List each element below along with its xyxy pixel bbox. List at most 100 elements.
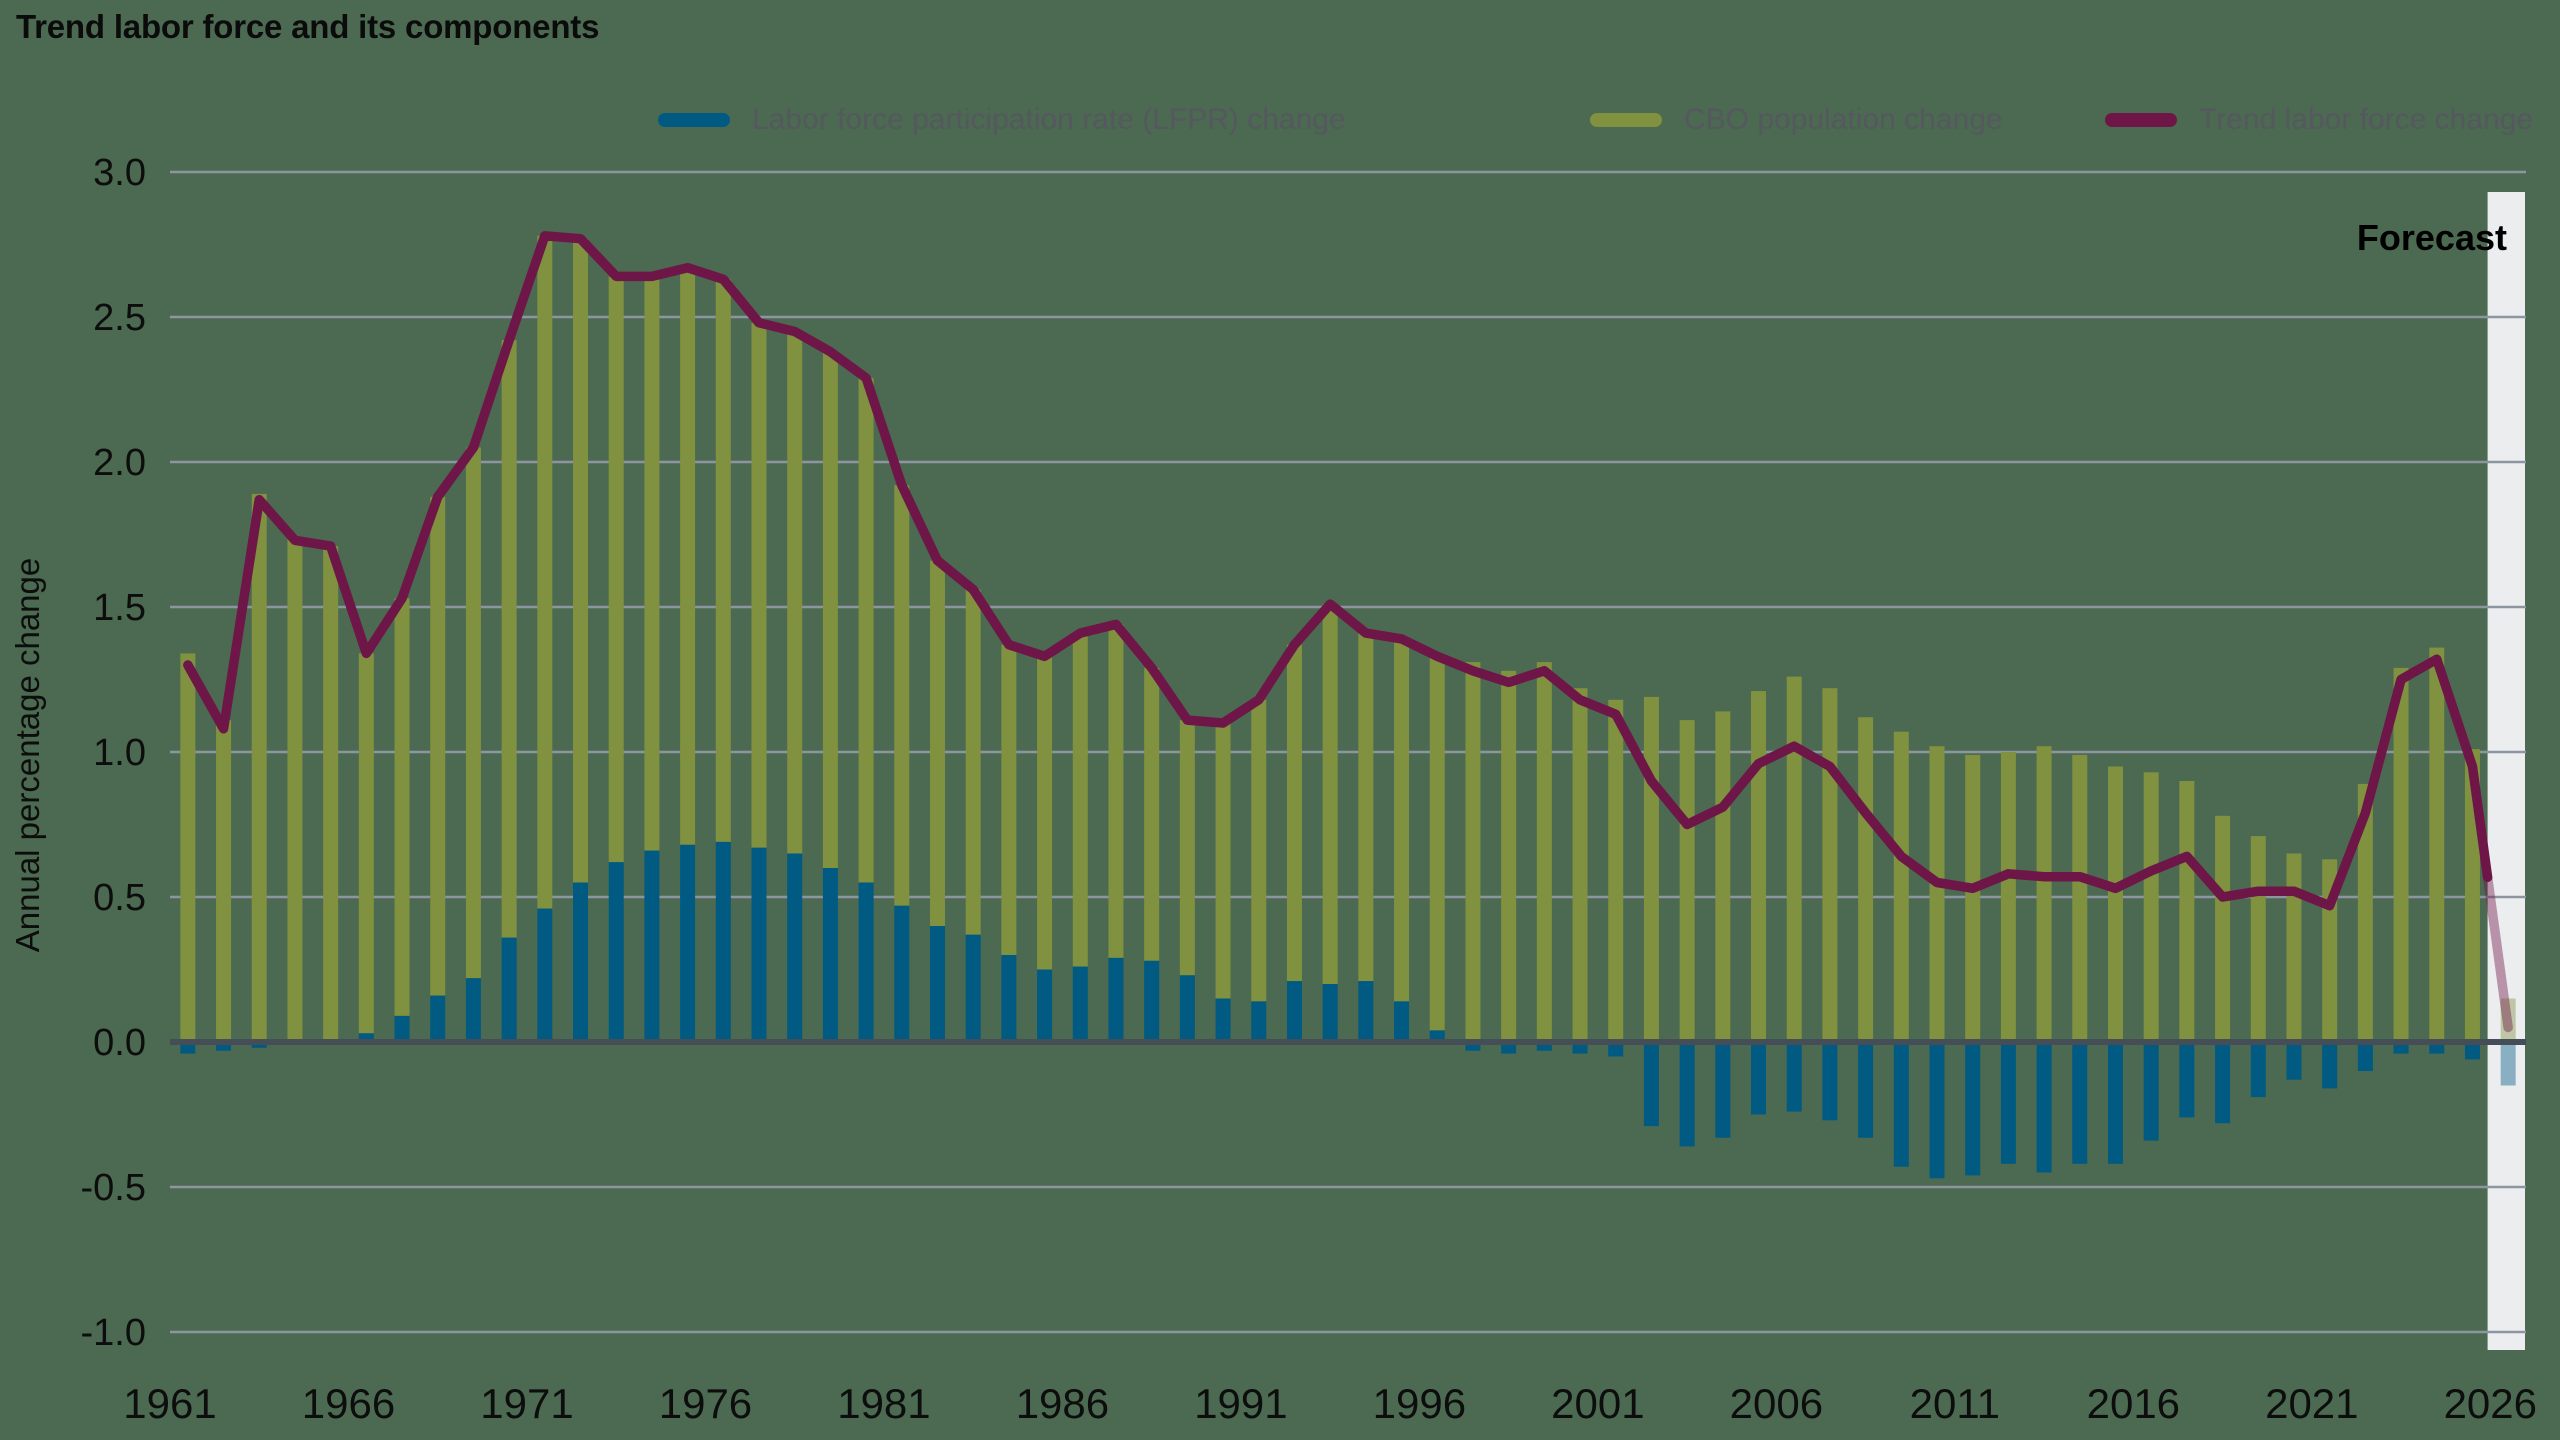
lfpr-bar	[430, 995, 446, 1042]
lfpr-bar	[1108, 957, 1124, 1042]
lfpr-bar	[1786, 1042, 1802, 1112]
lfpr-bar	[1037, 969, 1053, 1042]
lfpr-bar	[1072, 966, 1088, 1042]
x-tick-label: 2011	[1910, 1380, 2000, 1427]
population-bar	[822, 351, 838, 868]
lfpr-bar	[858, 882, 874, 1042]
x-tick-label: 1961	[123, 1380, 216, 1427]
lfpr-bar	[1893, 1042, 1909, 1167]
population-bar	[1501, 670, 1517, 1042]
lfpr-bar	[929, 926, 945, 1042]
population-bar	[394, 598, 410, 1016]
population-bar	[1536, 662, 1552, 1042]
population-bar	[251, 493, 267, 1042]
lfpr-bar	[216, 1042, 232, 1051]
trend-legend-swatch-icon	[2105, 113, 2177, 127]
population-bar	[2000, 752, 2016, 1042]
population-bar	[2500, 998, 2516, 1042]
lfpr-bar	[1822, 1042, 1838, 1121]
population-bar	[608, 276, 624, 863]
lfpr-bar	[1679, 1042, 1695, 1147]
trend-line-forecast	[2482, 872, 2513, 1033]
population-bar	[2286, 853, 2302, 1042]
population-bar	[2179, 781, 2195, 1042]
population-bar	[1144, 667, 1160, 961]
legend-label-population: CBO population change	[1684, 103, 2003, 136]
population-bar	[965, 589, 981, 935]
population-bar	[1358, 633, 1374, 982]
lfpr-bar	[1608, 1042, 1624, 1057]
lfpr-bar	[1144, 960, 1160, 1042]
lfpr-bar	[1001, 955, 1017, 1042]
x-tick-label: 1996	[1373, 1380, 1466, 1427]
population-bar	[1679, 720, 1695, 1042]
population-bar	[2250, 836, 2266, 1042]
population-bar	[787, 331, 803, 854]
lfpr-bar	[1179, 975, 1195, 1042]
population-bar	[1608, 699, 1624, 1042]
population-bar	[2107, 766, 2123, 1042]
legend-item-trend: Trend labor force change	[2105, 103, 2533, 137]
population-bar	[430, 496, 446, 996]
x-tick-label: 2021	[2265, 1380, 2358, 1427]
lfpr-bar	[2072, 1042, 2088, 1164]
x-tick-label: 2006	[1730, 1380, 1823, 1427]
population-bar	[644, 276, 660, 851]
population-bar	[501, 340, 517, 938]
lfpr-bar	[2143, 1042, 2159, 1141]
population-bar	[358, 653, 374, 1034]
population-bar	[1215, 723, 1231, 999]
population-bar	[1322, 604, 1338, 984]
population-bar	[537, 235, 553, 909]
lfpr-bar	[465, 978, 481, 1042]
population-bar	[1179, 720, 1195, 976]
population-bar	[1893, 731, 1909, 1042]
x-tick-label: 2026	[2444, 1380, 2537, 1427]
legend-item-lfpr: Labor force participation rate (LFPR) ch…	[658, 103, 1346, 137]
y-tick-label: -1.0	[81, 1312, 146, 1354]
population-bar	[1858, 717, 1874, 1042]
population-bars	[180, 235, 2516, 1042]
lfpr-bar	[2250, 1042, 2266, 1098]
population-bar	[2215, 815, 2231, 1042]
lfpr-bar	[1251, 1001, 1267, 1042]
population-bar	[1108, 624, 1124, 958]
population-legend-swatch-icon	[1590, 113, 1662, 127]
lfpr-bar	[1501, 1042, 1517, 1054]
population-bar	[1037, 656, 1053, 970]
population-bar	[465, 447, 481, 979]
population-bar	[2036, 746, 2052, 1042]
lfpr-bar	[1429, 1030, 1445, 1042]
lfpr-bar	[2286, 1042, 2302, 1080]
population-bar	[1715, 711, 1731, 1042]
lfpr-bar	[787, 853, 803, 1042]
lfpr-bar	[2215, 1042, 2231, 1124]
x-tick-label: 1976	[659, 1380, 752, 1427]
lfpr-bar	[1394, 1001, 1410, 1042]
forecast-band	[2487, 192, 2525, 1350]
lfpr-bar	[2000, 1042, 2016, 1164]
lfpr-bar	[2500, 1042, 2516, 1086]
y-tick-label: 0.0	[93, 1022, 146, 1064]
legend-label-lfpr: Labor force participation rate (LFPR) ch…	[752, 103, 1346, 136]
population-bar	[1072, 633, 1088, 967]
lfpr-bar	[180, 1042, 196, 1054]
population-bar	[929, 560, 945, 926]
lfpr-bar	[1572, 1042, 1588, 1054]
population-bar	[2429, 647, 2445, 1042]
lfpr-bar	[644, 850, 660, 1042]
population-bar	[573, 238, 589, 883]
gridlines	[170, 170, 2526, 1334]
y-tick-label: 1.0	[93, 732, 146, 774]
lfpr-bars	[180, 841, 2516, 1179]
population-bar	[1465, 662, 1481, 1042]
lfpr-bar	[894, 905, 910, 1042]
x-tick-label: 1966	[302, 1380, 395, 1427]
lfpr-bar	[965, 934, 981, 1042]
population-bar	[858, 377, 874, 883]
population-bar	[1751, 691, 1767, 1042]
lfpr-bar	[1965, 1042, 1981, 1176]
population-bar	[287, 537, 303, 1042]
